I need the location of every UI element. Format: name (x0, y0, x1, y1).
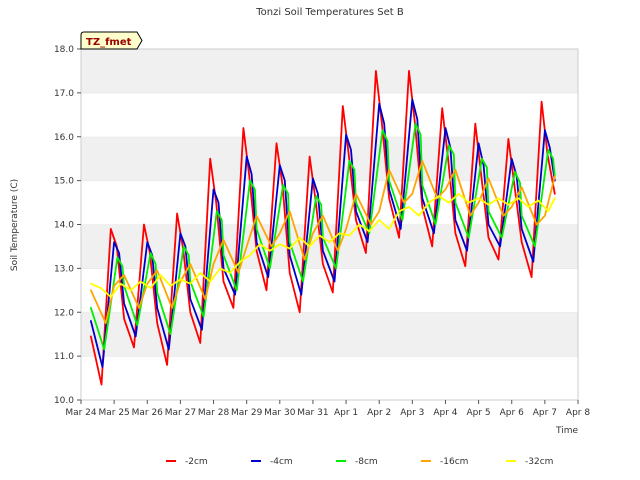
annotation-box-shape (80, 31, 143, 50)
annotation-box: TZ_fmet (80, 31, 143, 50)
grid-band (81, 49, 578, 93)
y-axis-title: Soil Temperature (C) (10, 179, 20, 271)
y-tick-label: 12.0 (54, 308, 74, 318)
grid-bands (81, 48, 578, 400)
series-line-16cmcm (90, 159, 556, 325)
y-ticks: 10.0 11.0 12.0 13.0 14.0 15.0 16.0 17.0 18.0 (54, 45, 81, 406)
legend-label: -8cm (355, 457, 378, 467)
y-tick-label: 10.0 (54, 396, 74, 406)
x-tick-label: Apr 6 (500, 408, 524, 418)
legend-label: -32cm (525, 457, 553, 467)
x-tick-label: Apr 1 (334, 408, 358, 418)
grid-band (81, 92, 578, 137)
x-tick-label: Mar 31 (297, 408, 328, 418)
legend-label: -2cm (185, 457, 208, 467)
grid-band (81, 312, 578, 357)
y-tick-label: 14.0 (54, 221, 74, 231)
grid-band (81, 268, 578, 313)
x-tick-label: Apr 4 (433, 408, 457, 418)
legend: -2cm -4cm -8cm -16cm -32cm (166, 457, 553, 467)
y-tick-label: 13.0 (54, 264, 74, 274)
series-line-2cmcm (90, 70, 556, 386)
y-tick-label: 17.0 (54, 89, 74, 99)
x-tick-label: Mar 26 (132, 408, 164, 418)
grid-band (81, 180, 578, 225)
annotation-label: TZ_fmet (86, 37, 132, 48)
x-tick-label: Mar 24 (65, 408, 97, 418)
x-tick-label: Apr 7 (533, 408, 557, 418)
x-tick-label: Apr 8 (566, 408, 590, 418)
x-tick-label: Apr 2 (367, 408, 391, 418)
x-tick-label: Mar 30 (264, 408, 296, 418)
x-tick-label: Apr 5 (467, 408, 491, 418)
grid-band (81, 356, 578, 400)
x-axis-title: Time (555, 426, 578, 436)
x-ticks: Mar 24 Mar 25 Mar 26 Mar 27 Mar 28 Mar 29 Mar … (65, 400, 590, 418)
y-tick-label: 16.0 (54, 133, 74, 143)
x-tick-label: Mar 28 (198, 408, 230, 418)
x-tick-label: Apr 3 (400, 408, 424, 418)
grid-band (81, 136, 578, 181)
legend-label: -16cm (440, 457, 468, 467)
x-tick-label: Mar 29 (231, 408, 263, 418)
x-tick-label: Mar 27 (165, 408, 196, 418)
chart-title: Tonzi Soil Temperatures Set B (255, 7, 404, 18)
series-line-32cmcm (90, 192, 556, 298)
y-tick-label: 15.0 (54, 177, 74, 187)
x-tick-label: Mar 25 (98, 408, 129, 418)
y-tick-label: 11.0 (54, 352, 74, 362)
series-lines (90, 70, 556, 386)
y-tick-label: 18.0 (54, 45, 74, 55)
legend-label: -4cm (270, 457, 293, 467)
